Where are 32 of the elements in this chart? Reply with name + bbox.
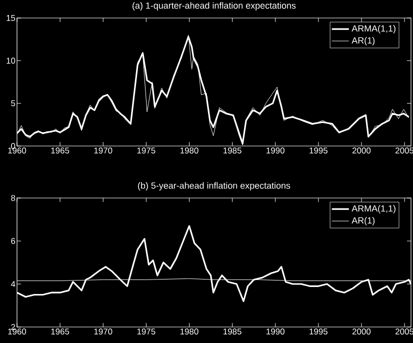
x-tick-label: 1975	[137, 148, 156, 154]
chart-title: (a) 1-quarter-ahead inflation expectations	[132, 2, 296, 10]
x-tick-label: 1980	[180, 148, 198, 154]
legend-label: AR(1)	[352, 217, 375, 226]
x-tick-label: 1985	[224, 148, 242, 154]
y-tick-label: 15	[6, 15, 16, 21]
x-tick-label: 1960	[8, 148, 26, 154]
x-tick-label: 1985	[224, 328, 242, 335]
y-tick-label: 5	[11, 100, 16, 106]
x-tick-label: 1980	[180, 328, 198, 335]
y-tick-label: 8	[11, 195, 16, 201]
x-tick-label: 1990	[266, 328, 284, 335]
legend-label: ARMA(1,1)	[352, 205, 396, 214]
x-tick-label: 1970	[94, 328, 112, 335]
x-tick-label: 1990	[266, 148, 284, 154]
y-tick-label: 4	[10, 281, 16, 287]
y-tick-label: 10	[6, 58, 16, 64]
legend-label: ARMA(1,1)	[352, 25, 396, 34]
x-tick-label: 1960	[8, 328, 26, 335]
x-tick-label: 1965	[51, 328, 70, 335]
x-tick-label: 1995	[310, 148, 328, 154]
y-tick-label: 2	[11, 324, 16, 330]
x-tick-label: 1995	[310, 328, 328, 335]
x-tick-label: 1975	[137, 328, 156, 335]
x-tick-label: 1970	[94, 148, 112, 154]
x-tick-label: 1965	[51, 148, 70, 154]
chart-title: (b) 5-year-ahead inflation expectations	[138, 182, 290, 190]
x-tick-label: 2000	[352, 328, 371, 335]
x-tick-label: 2000	[352, 148, 371, 154]
y-tick-label: 0	[11, 143, 16, 149]
legend-label: AR(1)	[352, 37, 375, 46]
y-tick-label: 6	[11, 238, 16, 244]
